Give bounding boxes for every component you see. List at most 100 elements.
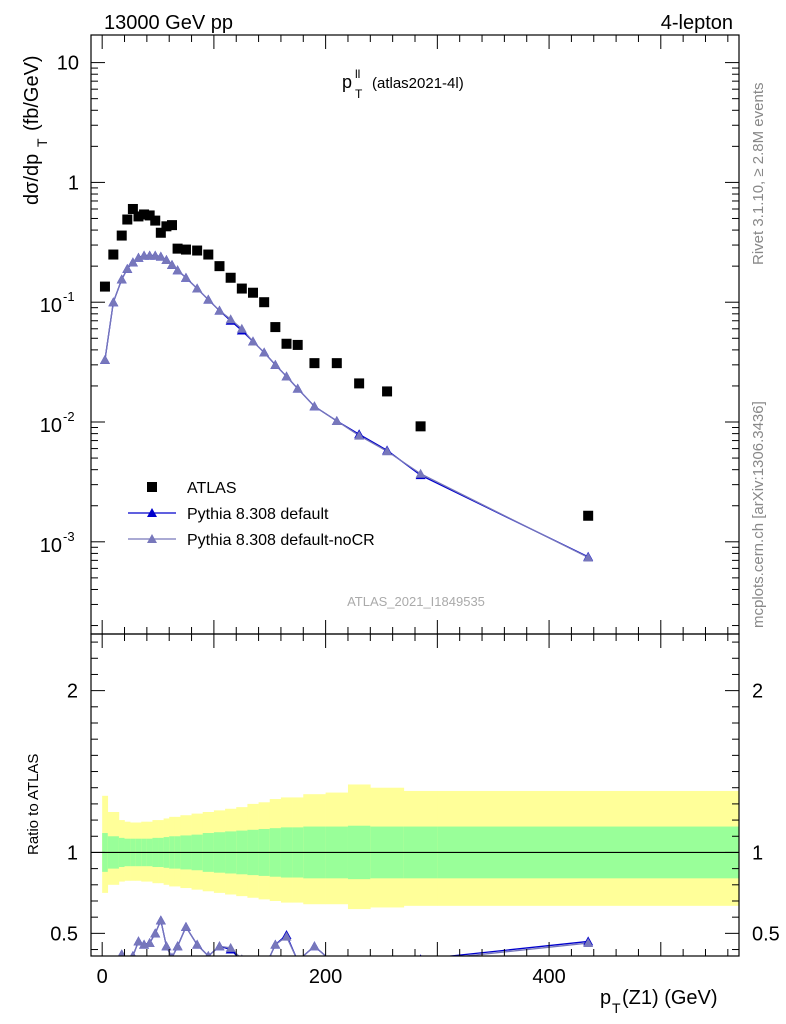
xlabel-main: p bbox=[600, 987, 611, 1009]
mc-line-nocr bbox=[104, 254, 589, 559]
top-y-tick-label: 10 bbox=[57, 53, 79, 75]
ratio-point-nocr bbox=[155, 915, 166, 925]
top-y-tick-exp: -3 bbox=[63, 529, 75, 544]
atlas-point bbox=[382, 386, 393, 397]
atlas-point bbox=[192, 245, 203, 256]
ratio-point-nocr bbox=[297, 955, 298, 956]
atlas-point bbox=[108, 249, 119, 260]
ratio-point-nocr bbox=[225, 942, 236, 952]
atlas-point bbox=[415, 421, 426, 432]
rivet-label: Rivet 3.1.10, ≥ 2.8M events bbox=[750, 83, 767, 266]
ratio-y-tick-label-right: 2 bbox=[752, 681, 763, 703]
mc-point-nocr bbox=[259, 347, 270, 357]
atlas-point bbox=[270, 322, 281, 333]
legend-label: Pythia 8.308 default bbox=[187, 506, 329, 523]
ratio-point-nocr bbox=[133, 936, 144, 946]
atlas-point bbox=[99, 281, 110, 292]
ratio-point-nocr bbox=[248, 961, 258, 970]
top-y-tick-exp: -2 bbox=[63, 409, 75, 424]
atlas-point bbox=[133, 211, 144, 222]
mc-point-nocr bbox=[122, 263, 133, 273]
atlas-point bbox=[292, 339, 303, 350]
mc-point-nocr bbox=[116, 274, 127, 284]
x-tick-label: 200 bbox=[309, 966, 342, 988]
atlas-point bbox=[167, 220, 177, 231]
atlas-point bbox=[354, 378, 365, 389]
mc-point-nocr bbox=[236, 323, 247, 333]
legend-marker bbox=[147, 508, 157, 517]
atlas-point bbox=[214, 261, 225, 272]
ratio-uncertainty-bands bbox=[102, 784, 739, 910]
mc-point-nocr bbox=[180, 272, 191, 282]
mc-point-nocr bbox=[354, 430, 365, 440]
ratio-point-nocr bbox=[130, 951, 136, 956]
atlas-point bbox=[281, 338, 292, 349]
top-y-tick-label: 1 bbox=[68, 172, 79, 194]
atlas-point bbox=[203, 249, 214, 260]
mc-point-nocr bbox=[172, 265, 183, 275]
analysis-watermark: ATLAS_2021_I1849535 bbox=[347, 594, 485, 609]
ratio-point-default bbox=[259, 964, 269, 973]
x-tick-label: 400 bbox=[532, 966, 565, 988]
mc-point-nocr bbox=[248, 336, 258, 346]
ratio-point-nocr bbox=[309, 941, 320, 951]
ratio-point-nocr bbox=[161, 941, 172, 951]
ratio-point-nocr bbox=[382, 961, 392, 970]
atlas-point bbox=[236, 283, 247, 294]
atlas-point bbox=[309, 358, 320, 369]
xlabel-sub: T bbox=[612, 1000, 621, 1016]
ratio-y-tick-label-right: 0.5 bbox=[752, 923, 780, 945]
ratio-panel-series bbox=[108, 915, 594, 973]
atlas-point bbox=[172, 243, 183, 254]
ratio-point-nocr bbox=[118, 949, 126, 956]
ratio-point-default bbox=[382, 961, 392, 970]
ratio-point-nocr bbox=[354, 961, 364, 970]
ratio-y-tick-label-left: 2 bbox=[67, 681, 78, 703]
ratio-point-default bbox=[241, 955, 242, 956]
atlas-point bbox=[127, 203, 138, 214]
ratio-point-default bbox=[354, 961, 364, 970]
ratio-point-nocr bbox=[259, 964, 269, 973]
atlas-point bbox=[180, 244, 191, 255]
ratio-point-nocr bbox=[281, 931, 292, 941]
atlas-point bbox=[331, 358, 342, 369]
top-ylabel-main: dσ/dp bbox=[21, 154, 43, 205]
mc-point-nocr bbox=[167, 259, 177, 269]
mc-point-nocr bbox=[155, 251, 166, 261]
mc-point-nocr bbox=[270, 359, 281, 369]
top-y-tick-base: 10 bbox=[57, 53, 79, 75]
ratio-point-nocr bbox=[170, 952, 174, 956]
top-panel-series bbox=[99, 203, 594, 562]
ratio-point-nocr bbox=[172, 941, 183, 951]
mc-point-nocr bbox=[108, 297, 119, 307]
legend-marker bbox=[147, 482, 157, 492]
atlas-point bbox=[144, 210, 155, 221]
ratio-point-nocr bbox=[122, 961, 132, 970]
mc-point-nocr bbox=[161, 255, 172, 265]
mc-point-nocr bbox=[214, 305, 225, 315]
atlas-point bbox=[139, 209, 150, 220]
ratio-point-nocr bbox=[583, 938, 594, 948]
ratio-y-axis-title: Ratio to ATLAS bbox=[25, 754, 42, 855]
xlabel-rest: (Z1) (GeV) bbox=[622, 987, 718, 1009]
top-y-tick-base: 10 bbox=[40, 295, 62, 317]
ratio-point-nocr bbox=[214, 941, 225, 951]
atlas-point bbox=[161, 221, 172, 232]
axis-ticks bbox=[91, 35, 739, 956]
x-tick-label: 0 bbox=[97, 966, 108, 988]
ratio-point-nocr bbox=[192, 939, 203, 949]
ratio-point-nocr bbox=[108, 961, 118, 970]
ratio-y-tick-label-left: 0.5 bbox=[50, 923, 78, 945]
atlas-point bbox=[122, 214, 133, 225]
mc-point-nocr bbox=[583, 552, 594, 562]
legend-item: Pythia 8.308 default bbox=[128, 506, 329, 523]
atlas-point bbox=[150, 215, 161, 226]
ratio-point-nocr bbox=[144, 938, 155, 948]
mc-point-nocr bbox=[203, 294, 214, 304]
ratio-point-nocr bbox=[150, 928, 161, 938]
atlas-point bbox=[155, 227, 166, 238]
mc-point-nocr bbox=[225, 314, 236, 324]
x-axis-title: p T (Z1) (GeV) bbox=[600, 987, 718, 1016]
